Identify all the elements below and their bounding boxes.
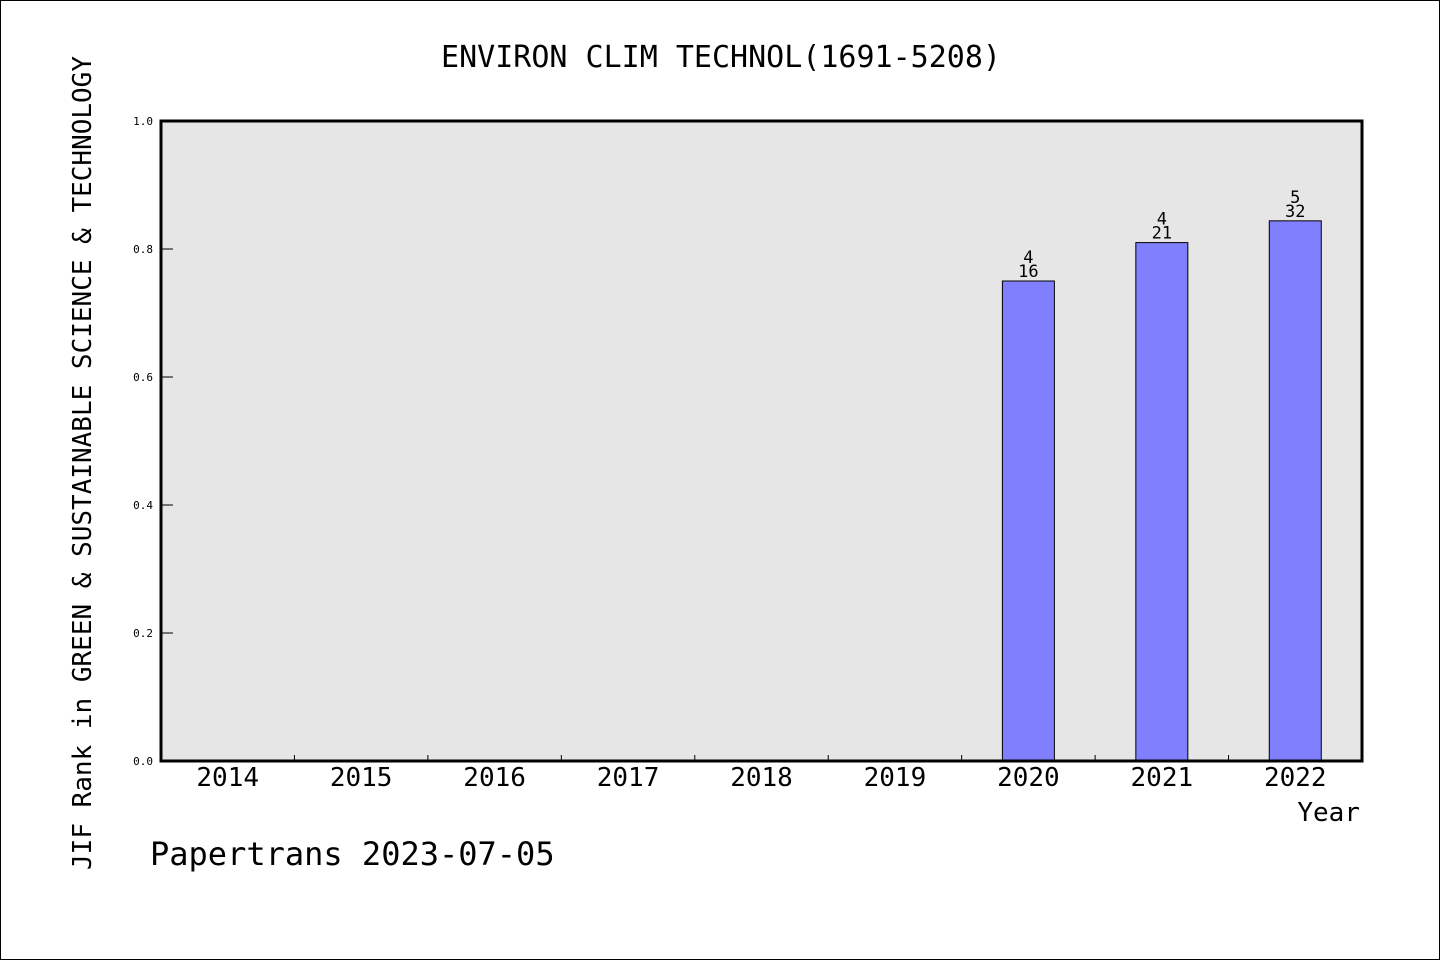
chart-title: ENVIRON CLIM TECHNOL(1691-5208) — [441, 40, 1001, 75]
x-tick-label: 2016 — [463, 763, 526, 793]
bar — [1001, 280, 1055, 762]
y-axis-label: JIF Rank in GREEN & SUSTAINABLE SCIENCE … — [68, 56, 98, 870]
y-tick-label: 0.4 — [133, 499, 153, 512]
x-tick-label: 2019 — [864, 763, 927, 793]
bar-label-top: 4 — [1157, 210, 1167, 230]
plot-frame — [159, 119, 1364, 763]
y-tick-label: 1.0 — [133, 115, 153, 128]
y-tick-label: 0.0 — [133, 755, 153, 768]
bar-label-bottom: 32 — [1285, 202, 1305, 222]
bar-label-top: 5 — [1290, 188, 1300, 208]
bar-label-bottom: 16 — [1018, 262, 1038, 282]
bar-label-bottom: 21 — [1152, 224, 1172, 244]
x-tick-label: 2020 — [997, 763, 1060, 793]
bar — [1268, 220, 1322, 762]
x-axis-label: Year — [1297, 798, 1360, 828]
bar-label-top: 4 — [1023, 248, 1033, 268]
y-tick-label: 0.6 — [133, 371, 153, 384]
footer-text: Papertrans 2023-07-05 — [150, 835, 555, 873]
x-tick-label: 2015 — [330, 763, 393, 793]
x-tick-label: 2022 — [1264, 763, 1327, 793]
bar — [1135, 242, 1189, 762]
y-tick-label: 0.8 — [133, 243, 153, 256]
x-tick-label: 2014 — [196, 763, 259, 793]
x-tick-label: 2021 — [1131, 763, 1194, 793]
x-tick-label: 2017 — [597, 763, 660, 793]
y-tick-label: 0.2 — [133, 627, 153, 640]
x-tick-label: 2018 — [730, 763, 793, 793]
